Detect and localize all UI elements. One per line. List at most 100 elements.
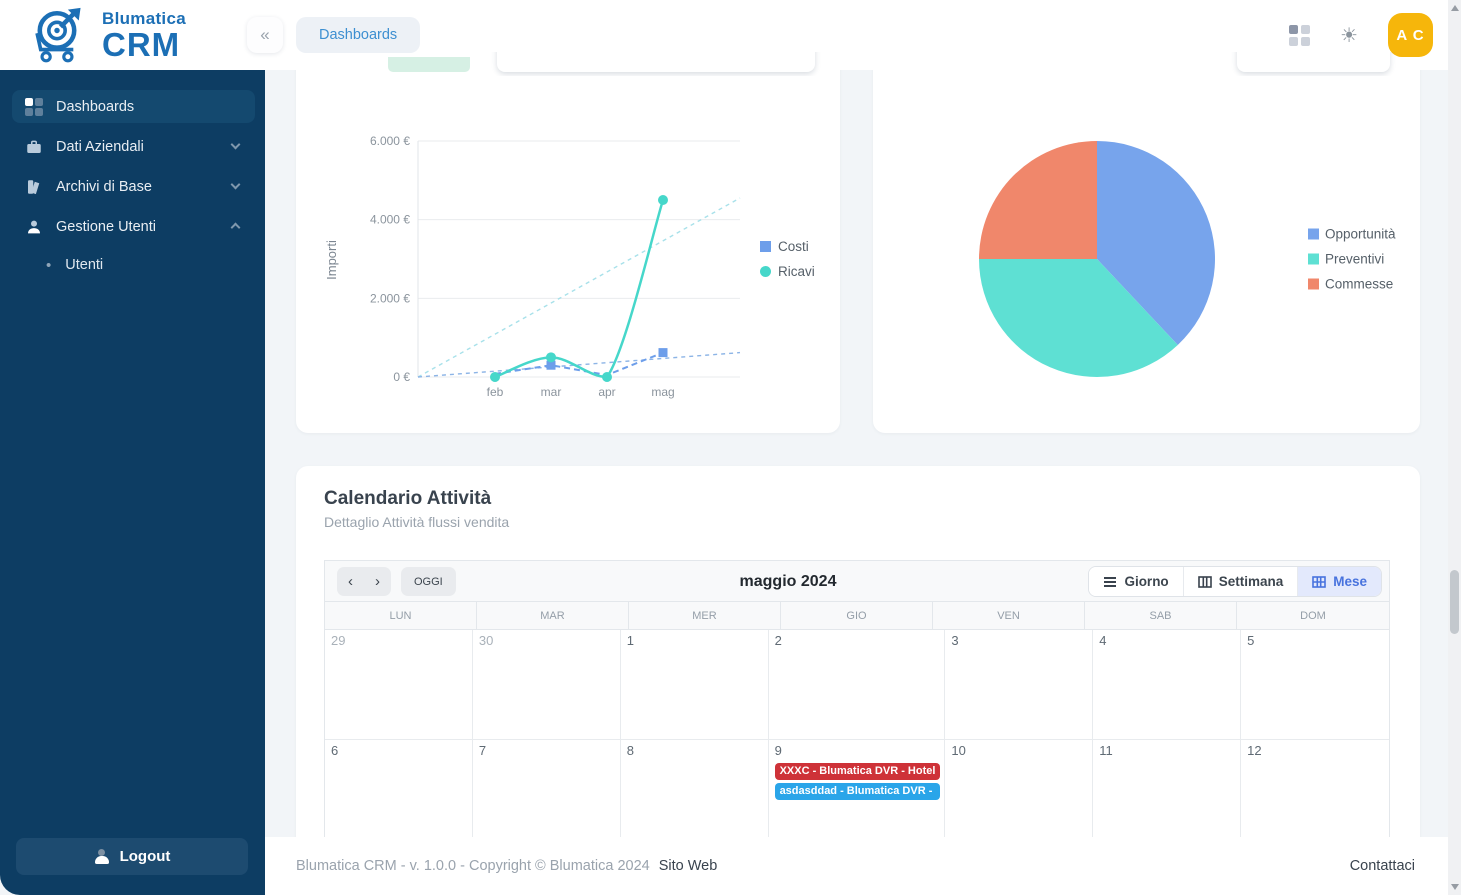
day-number: 2 xyxy=(774,633,782,648)
svg-text:feb: feb xyxy=(487,385,504,399)
app-logo: Blumatica CRM xyxy=(0,6,265,64)
calendar-day-cell[interactable]: 5 xyxy=(1241,630,1389,740)
copyright-text: Blumatica CRM - v. 1.0.0 - Copyright © B… xyxy=(296,858,650,874)
calendar-card: Calendario Attività Dettaglio Attività f… xyxy=(296,466,1420,895)
day-number: 29 xyxy=(331,633,346,648)
day-number: 6 xyxy=(331,743,339,758)
view-month-button[interactable]: Mese xyxy=(1297,567,1381,596)
sidebar-item-label: Dashboards xyxy=(56,98,135,115)
cutoff-teal-button[interactable] xyxy=(388,57,470,72)
calendar-day-cell[interactable]: 8 xyxy=(620,740,769,850)
weekday-label: GIO xyxy=(781,602,933,629)
svg-text:0 €: 0 € xyxy=(393,370,410,384)
theme-sun-icon[interactable]: ☀ xyxy=(1340,23,1358,47)
weekday-label: SAB xyxy=(1085,602,1237,629)
weekday-label: LUN xyxy=(325,602,477,629)
day-number: 7 xyxy=(478,743,487,758)
calendar-widget: ‹ › OGGI maggio 2024 Giorno Settimana xyxy=(324,560,1390,851)
day-number: 8 xyxy=(626,743,634,758)
calendar-day-cell[interactable]: 2 xyxy=(768,630,946,740)
svg-text:mar: mar xyxy=(541,385,562,399)
calendar-weekday-row: LUN MAR MER GIO VEN SAB DOM xyxy=(325,602,1389,630)
tab-dashboards[interactable]: Dashboards xyxy=(296,17,421,53)
logout-label: Logout xyxy=(119,848,171,865)
svg-text:apr: apr xyxy=(598,385,615,399)
archive-book-icon xyxy=(24,177,43,196)
logout-button[interactable]: Logout xyxy=(16,838,248,875)
calendar-title: Calendario Attività xyxy=(324,488,492,509)
view-switcher: Giorno Settimana Mese xyxy=(1088,566,1382,597)
dashboards-grid-icon xyxy=(24,97,43,116)
line-chart-card: 0 € 2.000 € 4.000 € 6.000 € feb mar apr mag Impo… xyxy=(296,40,840,433)
sidebar-item-dashboards[interactable]: Dashboards xyxy=(12,90,255,123)
calendar-day-cell[interactable]: 11 xyxy=(1093,740,1242,850)
calendar-day-cell[interactable]: 9 XXXC - Blumatica DVR - Hotel asdasddad -… xyxy=(768,740,946,850)
calendar-event[interactable]: XXXC - Blumatica DVR - Hotel xyxy=(774,763,941,780)
chevron-down-icon xyxy=(230,139,241,150)
sidebar-collapse-button[interactable]: « xyxy=(247,17,283,53)
calendar-grid: 29 30 1 2 3 4 5 6 7 8 9 XXXC - Blumatica DVR - Hote… xyxy=(325,630,1389,850)
pie-chart-card: Opportunità Preventivi Commesse xyxy=(873,40,1420,433)
scroll-up-arrow[interactable] xyxy=(1450,5,1459,11)
svg-text:2.000 €: 2.000 € xyxy=(370,291,410,305)
svg-text:4.000 €: 4.000 € xyxy=(370,213,410,227)
calendar-day-cell[interactable]: 7 xyxy=(472,740,621,850)
sidebar-item-utenti[interactable]: • Utenti xyxy=(12,250,255,280)
day-number: 30 xyxy=(478,633,494,648)
calendar-event[interactable]: asdasddad - Blumatica DVR - xyxy=(774,783,941,800)
weekday-label: VEN xyxy=(933,602,1085,629)
logo-target-cart-icon xyxy=(35,7,81,63)
calendar-day-cell[interactable]: 6 xyxy=(325,740,473,850)
sidebar-item-label: Dati Aziendali xyxy=(56,138,144,155)
day-list-icon xyxy=(1104,576,1117,587)
day-number: 1 xyxy=(626,633,634,648)
calendar-day-cell[interactable]: 30 xyxy=(472,630,621,740)
today-button[interactable]: OGGI xyxy=(401,567,456,596)
sidebar-subitem-label: Utenti xyxy=(65,257,104,273)
sidebar-item-archivi-di-base[interactable]: Archivi di Base xyxy=(12,170,255,203)
apps-grid-icon[interactable] xyxy=(1289,24,1311,46)
calendar-day-cell[interactable]: 1 xyxy=(620,630,769,740)
calendar-month-title: maggio 2024 xyxy=(739,572,837,590)
calendar-day-cell[interactable]: 4 xyxy=(1093,630,1242,740)
day-number: 5 xyxy=(1247,633,1255,648)
svg-text:Costi: Costi xyxy=(778,239,809,254)
view-label: Mese xyxy=(1333,574,1367,589)
cutoff-white-control[interactable] xyxy=(1237,52,1390,72)
calendar-day-cell[interactable]: 29 xyxy=(325,630,473,740)
scrollbar-thumb[interactable] xyxy=(1450,570,1459,634)
contact-link[interactable]: Contattaci xyxy=(1349,858,1415,874)
day-number: 10 xyxy=(951,743,966,758)
user-avatar[interactable]: A C xyxy=(1388,13,1433,57)
prev-month-button[interactable]: ‹ xyxy=(337,567,364,596)
sidebar-item-gestione-utenti[interactable]: Gestione Utenti xyxy=(12,210,255,243)
svg-text:Preventivi: Preventivi xyxy=(1325,252,1384,267)
calendar-day-cell[interactable]: 10 xyxy=(945,740,1094,850)
view-day-button[interactable]: Giorno xyxy=(1089,567,1183,596)
day-number: 3 xyxy=(951,633,959,648)
site-web-link[interactable]: Sito Web xyxy=(658,858,718,874)
sidebar-item-dati-aziendali[interactable]: Dati Aziendali xyxy=(12,130,255,163)
chevron-up-icon xyxy=(230,222,241,233)
chevron-down-icon xyxy=(230,179,241,190)
calendar-day-cell[interactable]: 12 xyxy=(1241,740,1389,850)
scroll-down-arrow[interactable] xyxy=(1450,884,1459,890)
vertical-scrollbar xyxy=(1448,0,1461,895)
svg-text:Opportunità: Opportunità xyxy=(1325,227,1396,242)
sidebar: Dashboards Dati Aziendali Archivi di Bas… xyxy=(0,70,265,895)
calendar-toolbar: ‹ › OGGI maggio 2024 Giorno Settimana xyxy=(325,561,1389,602)
calendar-day-cell[interactable]: 3 xyxy=(945,630,1094,740)
next-month-button[interactable]: › xyxy=(364,567,391,596)
weekday-label: DOM xyxy=(1300,609,1326,622)
brand-text: Blumatica CRM xyxy=(102,10,186,61)
svg-text:mag: mag xyxy=(651,385,674,399)
line-chart: 0 € 2.000 € 4.000 € 6.000 € feb mar apr mag Impo… xyxy=(325,134,815,399)
user-icon xyxy=(24,217,43,236)
cutoff-white-control[interactable] xyxy=(497,52,815,72)
footer: Blumatica CRM - v. 1.0.0 - Copyright © B… xyxy=(265,837,1448,895)
cutoff-controls-layer xyxy=(0,52,1448,76)
calendar-subtitle: Dettaglio Attività flussi vendita xyxy=(324,514,510,530)
svg-text:Importi: Importi xyxy=(325,240,339,280)
view-week-button[interactable]: Settimana xyxy=(1182,567,1298,596)
